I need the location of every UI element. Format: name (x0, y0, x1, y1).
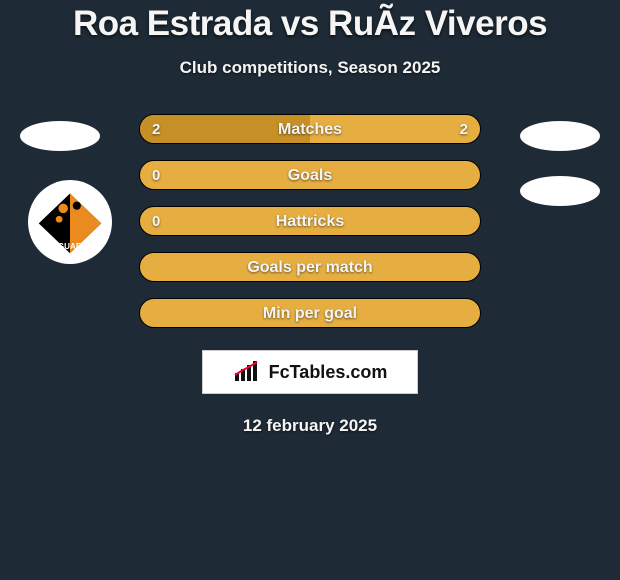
stat-label: Matches (140, 115, 480, 144)
stat-value-left: 0 (152, 207, 160, 236)
placeholder-logo-right-1 (520, 121, 600, 151)
stats-bars: 2 Matches 2 0 Goals 0 Hattricks Goals pe… (139, 114, 481, 328)
subtitle: Club competitions, Season 2025 (0, 58, 620, 78)
svg-text:JAGUARES: JAGUARES (47, 242, 93, 251)
bar-chart-icon (233, 361, 263, 383)
stat-value-left: 2 (152, 115, 160, 144)
stat-label: Goals (140, 161, 480, 190)
stat-row-matches: 2 Matches 2 (139, 114, 481, 144)
stat-label: Goals per match (140, 253, 480, 282)
stat-row-hattricks: 0 Hattricks (139, 206, 481, 236)
stat-row-goals: 0 Goals (139, 160, 481, 190)
jaguares-icon: JAGUARES (36, 188, 104, 256)
page-title: Roa Estrada vs RuÃz Viveros (0, 4, 620, 44)
footer-date: 12 february 2025 (0, 416, 620, 436)
stat-label: Min per goal (140, 299, 480, 328)
stat-row-min-per-goal: Min per goal (139, 298, 481, 328)
stat-row-goals-per-match: Goals per match (139, 252, 481, 282)
placeholder-logo-left-1 (20, 121, 100, 151)
placeholder-logo-right-2 (520, 176, 600, 206)
team-logo-left: JAGUARES (28, 180, 112, 264)
brand-badge: FcTables.com (202, 350, 418, 394)
infographic-container: Roa Estrada vs RuÃz Viveros Club competi… (0, 0, 620, 580)
stat-label: Hattricks (140, 207, 480, 236)
brand-name: FcTables.com (269, 362, 388, 383)
stat-value-right: 2 (460, 115, 468, 144)
stat-value-left: 0 (152, 161, 160, 190)
